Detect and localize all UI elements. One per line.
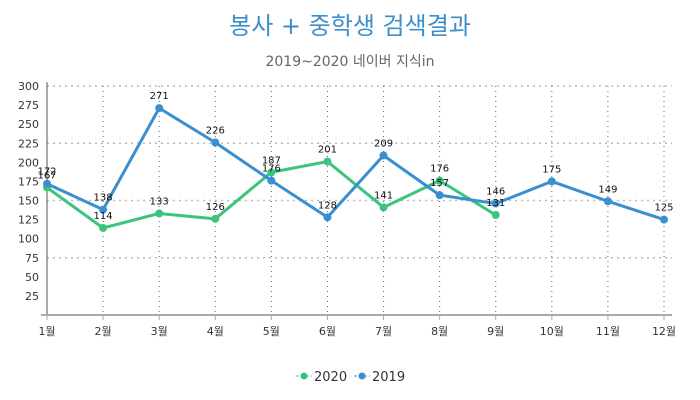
x-tick-label: 5월 (263, 325, 280, 338)
y-tick-label: 200 (18, 156, 39, 169)
legend-item-2019[interactable]: 2019 (354, 370, 405, 385)
y-tick-label: 50 (25, 271, 39, 284)
x-tick-label: 8월 (431, 325, 448, 338)
data-label-2020: 131 (486, 198, 505, 209)
data-label-2019: 271 (150, 91, 169, 102)
data-point-2019 (660, 215, 668, 224)
y-tick-label: 25 (25, 290, 39, 303)
legend[interactable]: 2020 2019 (296, 370, 405, 385)
x-tick-label: 6월 (319, 325, 336, 338)
x-tick-label: 4월 (207, 325, 224, 338)
data-point-2019 (379, 151, 388, 160)
grid (47, 85, 672, 315)
x-tick-label: 12월 (652, 325, 676, 338)
data-point-2019 (155, 104, 164, 113)
legend-marker-icon (300, 372, 308, 380)
data-label-2020: 133 (150, 196, 169, 207)
data-point-2019 (99, 205, 108, 214)
x-tick-label: 2월 (95, 325, 112, 338)
y-tick-label: 100 (18, 233, 39, 246)
data-point-2019 (267, 176, 276, 185)
x-tick-label: 3월 (151, 325, 168, 338)
legend-marker-icon (358, 372, 366, 380)
data-label-2020: 114 (94, 211, 113, 222)
data-point-2019 (435, 191, 444, 200)
data-label-2020: 201 (318, 145, 337, 156)
data-labels: 167 114 133 126 187 201 141 176 131 172 138 271 226 1… (37, 91, 673, 222)
data-point-2020 (379, 203, 388, 212)
data-point-2020 (323, 157, 332, 166)
y-tick-label: 175 (18, 175, 39, 188)
y-tick-label: 225 (18, 137, 39, 150)
data-label-2019: 138 (94, 193, 113, 204)
data-point-2019 (547, 177, 556, 186)
data-point-2020 (211, 214, 220, 223)
data-label-2019: 125 (654, 203, 673, 214)
y-tick-label: 300 (18, 80, 39, 93)
legend-label: 2019 (372, 370, 405, 385)
y-tick-label: 250 (18, 118, 39, 131)
data-label-2019: 157 (430, 178, 449, 189)
y-tick-label: 275 (18, 99, 39, 112)
y-tick-label: 125 (18, 214, 39, 227)
data-label-2019: 226 (206, 125, 225, 136)
data-point-2019 (603, 197, 612, 206)
y-tick-label: 75 (25, 252, 39, 265)
x-tick-label: 9월 (487, 325, 504, 338)
series-group (43, 104, 668, 232)
x-tick-label: 11월 (596, 325, 620, 338)
chart-title: 봉사 + 중학생 검색결과 (229, 12, 471, 40)
data-label-2019: 172 (37, 167, 56, 178)
data-point-2019 (211, 138, 220, 147)
data-label-2019: 149 (598, 184, 617, 195)
data-label-2020: 176 (430, 164, 449, 175)
data-label-2020: 167 (37, 171, 56, 182)
data-point-2020 (435, 176, 444, 185)
data-point-2019 (323, 213, 332, 222)
data-point-2020 (99, 223, 108, 232)
data-point-2020 (155, 209, 164, 218)
axes: 25 50 75 100 125 150 175 200 225 250 275 300 1월 2월 3월 4… (18, 80, 676, 338)
data-point-2020 (267, 168, 276, 177)
data-point-2019 (491, 199, 500, 208)
data-label-2019: 175 (542, 164, 561, 175)
data-label-2020: 187 (262, 155, 281, 166)
data-point-2020 (491, 211, 500, 220)
data-label-2019: 146 (486, 187, 505, 198)
x-tick-label: 10월 (540, 325, 564, 338)
legend-label: 2020 (314, 370, 347, 385)
data-label-2020: 141 (374, 190, 393, 201)
data-point-2019 (43, 179, 51, 188)
series-line-2019 (46, 106, 665, 222)
chart-subtitle: 2019~2020 네이버 지식in (265, 54, 434, 70)
data-label-2020: 126 (206, 202, 225, 213)
data-label-2019: 176 (262, 164, 281, 175)
legend-item-2020[interactable]: 2020 (296, 370, 347, 385)
x-tick-label: 7월 (375, 325, 392, 338)
data-label-2019: 128 (318, 200, 337, 211)
x-tick-label: 1월 (38, 325, 55, 338)
y-tick-label: 150 (18, 195, 39, 208)
data-label-2019: 209 (374, 138, 393, 149)
